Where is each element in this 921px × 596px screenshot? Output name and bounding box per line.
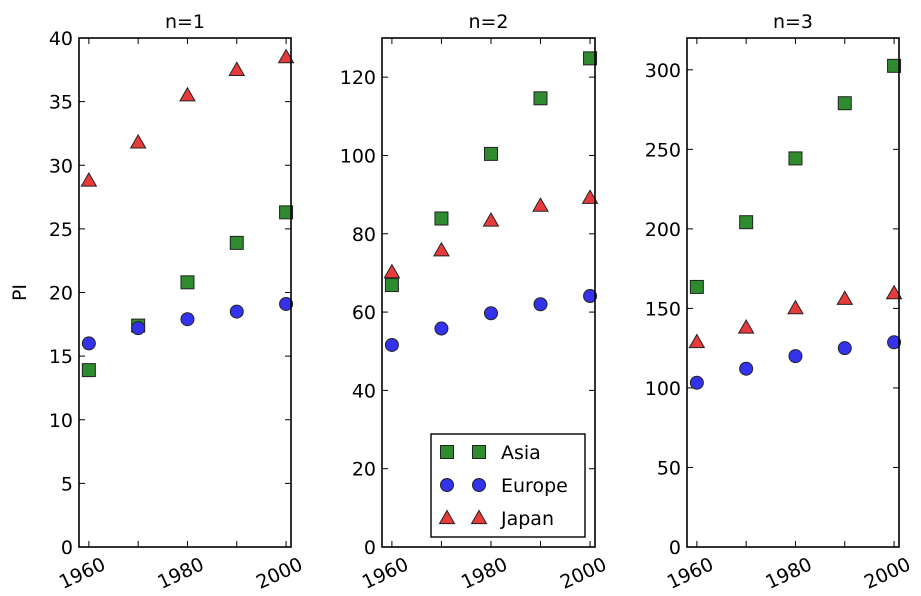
y-tick-label: 0	[61, 537, 73, 559]
point-europe	[434, 321, 449, 336]
point-japan	[80, 172, 98, 187]
point-japan	[433, 241, 450, 257]
y-tick-label: 300	[645, 60, 681, 82]
y-tick-label: 40	[49, 28, 73, 50]
point-asia	[279, 205, 294, 220]
y-tick-label: 40	[352, 380, 376, 402]
x-tick-label: 1960	[664, 553, 717, 593]
legend-marker-asia	[472, 445, 486, 459]
point-japan	[129, 133, 147, 149]
point-asia	[180, 275, 195, 290]
y-tick-label: 25	[49, 219, 73, 241]
point-japan	[482, 211, 500, 227]
y-tick-label: 20	[352, 459, 376, 481]
point-europe	[229, 304, 244, 319]
point-europe	[689, 375, 704, 390]
chart-panel-2: n=2 0 20 40 60 80 100 120 1960 1980 2000 Asia Europe…	[340, 11, 610, 594]
point-asia	[837, 96, 852, 111]
y-tick-label: 250	[645, 139, 681, 161]
point-japan	[836, 290, 854, 305]
y-tick-label: 15	[49, 346, 73, 368]
x-tick-label: 1960	[359, 553, 412, 593]
point-europe	[384, 337, 399, 352]
y-tick-label: 35	[49, 92, 73, 114]
chart-panel-1: n=1 PI 0 5 10 15 20 25 30 35 40 1960 1980 2000	[9, 11, 306, 594]
y-tick-label: 100	[340, 145, 376, 167]
chart-title: n=2	[468, 11, 508, 33]
legend-box	[430, 433, 586, 538]
point-asia	[739, 215, 754, 230]
point-asia	[689, 279, 704, 294]
point-japan	[228, 61, 246, 76]
y-tick-label: 60	[352, 302, 376, 324]
y-tick-label: 50	[657, 457, 681, 479]
point-asia	[788, 151, 803, 166]
point-europe	[131, 321, 146, 336]
y-tick-label: 200	[645, 219, 681, 241]
point-japan	[737, 318, 755, 334]
plot-frame	[78, 37, 292, 548]
y-tick-label: 5	[61, 473, 73, 495]
point-japan	[581, 189, 599, 204]
point-asia	[434, 211, 449, 226]
point-japan	[787, 299, 804, 315]
y-tick-label: 0	[669, 537, 681, 559]
x-tick-label: 2000	[557, 553, 610, 593]
x-tick-label: 2000	[253, 553, 306, 593]
point-asia	[583, 51, 598, 66]
point-europe	[279, 296, 294, 311]
point-europe	[583, 289, 598, 304]
point-japan	[688, 333, 706, 349]
point-asia	[81, 363, 96, 378]
legend: Asia Europe Japan	[430, 433, 586, 538]
point-europe	[483, 306, 498, 321]
point-asia	[384, 278, 399, 293]
point-europe	[180, 312, 195, 327]
point-europe	[81, 336, 96, 351]
point-europe	[837, 341, 852, 356]
x-tick-label: 2000	[861, 553, 914, 593]
legend-label: Japan	[500, 508, 554, 530]
y-tick-label: 10	[49, 410, 73, 432]
legend-marker-asia	[440, 445, 454, 459]
point-asia	[533, 91, 548, 106]
plot-frame	[381, 37, 596, 548]
y-tick-label: 100	[645, 378, 681, 400]
x-tick-label: 1960	[56, 553, 109, 593]
plot-frame	[686, 37, 900, 548]
point-asia	[229, 235, 244, 250]
point-europe	[739, 361, 754, 376]
y-axis-label: PI	[9, 284, 31, 301]
legend-marker-japan	[438, 509, 456, 525]
chart-title: n=1	[165, 11, 205, 33]
point-japan	[885, 284, 903, 300]
chart-title: n=3	[773, 11, 813, 33]
point-japan	[179, 86, 196, 102]
y-tick-label: 120	[340, 67, 376, 89]
y-tick-label: 0	[364, 537, 376, 559]
legend-label: Asia	[501, 442, 541, 464]
point-europe	[887, 335, 902, 350]
y-tick-label: 80	[352, 224, 376, 246]
y-tick-label: 30	[49, 155, 73, 177]
point-japan	[532, 197, 549, 212]
x-tick-label: 1980	[762, 553, 815, 593]
x-tick-label: 1980	[458, 553, 511, 593]
point-asia	[887, 58, 902, 73]
y-tick-label: 20	[49, 283, 73, 305]
chart-panel-3: n=3 0 50 100 150 200 250 300 1960 1980 2000	[645, 11, 914, 594]
point-japan	[277, 48, 295, 64]
point-europe	[788, 349, 803, 364]
point-japan	[383, 263, 401, 279]
legend-marker-europe	[472, 478, 486, 492]
point-asia	[483, 146, 498, 161]
point-europe	[533, 297, 548, 312]
legend-label: Europe	[501, 475, 568, 497]
y-tick-label: 150	[645, 298, 681, 320]
x-tick-label: 1980	[154, 553, 207, 593]
legend-marker-europe	[440, 478, 454, 492]
legend-marker-japan	[470, 509, 488, 525]
